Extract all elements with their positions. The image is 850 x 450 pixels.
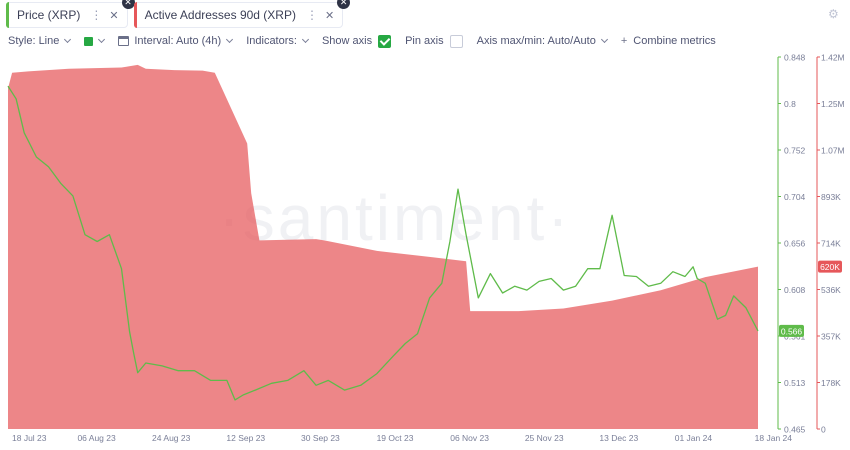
price-layer bbox=[7, 85, 759, 401]
axes-layer: 0.8480.80.7520.7040.6560.6080.5610.5130.… bbox=[12, 53, 845, 444]
plus-icon: + bbox=[620, 35, 628, 47]
x-tick-label: 01 Jan 24 bbox=[675, 433, 713, 443]
combine-metrics-label: Combine metrics bbox=[633, 35, 716, 47]
checkbox-unchecked-icon[interactable] bbox=[449, 34, 463, 48]
remove-metric-icon[interactable]: ✕ bbox=[121, 0, 135, 9]
price-tick-label: 0.465 bbox=[784, 425, 806, 435]
price-current-value: 0.566 bbox=[781, 326, 803, 336]
addresses-tick-label: 178K bbox=[821, 378, 841, 388]
addresses-tick-label: 357K bbox=[821, 332, 841, 342]
pin-axis-label: Pin axis bbox=[405, 35, 444, 47]
more-options-icon[interactable]: ⋮ bbox=[305, 8, 318, 22]
price-line bbox=[7, 85, 759, 401]
settings-icon[interactable]: ⚙ bbox=[828, 7, 839, 21]
chart-toolbar: Style: Line Interval: Auto (4h) Indicato… bbox=[8, 33, 730, 49]
remove-metric-icon[interactable]: ✕ bbox=[337, 0, 351, 9]
calendar-icon bbox=[118, 36, 130, 46]
x-tick-label: 06 Nov 23 bbox=[450, 433, 489, 443]
metric-tab-label: Active Addresses 90d (XRP) bbox=[144, 8, 296, 22]
x-tick-label: 18 Jul 23 bbox=[12, 433, 47, 443]
x-tick-label: 18 Jan 24 bbox=[755, 433, 793, 443]
x-tick-label: 19 Oct 23 bbox=[377, 433, 414, 443]
active-addresses-area bbox=[8, 64, 758, 430]
metric-tab-price[interactable]: Price (XRP) ⋮ ✕ ✕ bbox=[6, 0, 135, 28]
addresses-tick-label: 714K bbox=[821, 239, 841, 249]
interval-dropdown[interactable]: Interval: Auto (4h) bbox=[118, 35, 234, 47]
x-tick-label: 06 Aug 23 bbox=[77, 433, 116, 443]
checkbox-checked-icon[interactable] bbox=[378, 34, 392, 48]
x-tick-label: 24 Aug 23 bbox=[152, 433, 191, 443]
addresses-tick-label: 1.42M bbox=[821, 53, 845, 63]
indicators-label: Indicators: bbox=[246, 35, 297, 47]
price-tick-label: 0.656 bbox=[784, 239, 806, 249]
indicators-dropdown[interactable]: Indicators: bbox=[246, 35, 309, 47]
addresses-current-value: 620K bbox=[820, 262, 840, 272]
addresses-tick-label: 893K bbox=[821, 192, 841, 202]
color-picker[interactable] bbox=[84, 35, 106, 46]
pin-axis-toggle[interactable]: Pin axis bbox=[405, 34, 463, 48]
close-icon[interactable]: ✕ bbox=[109, 9, 119, 22]
addresses-tick-label: 0 bbox=[821, 425, 826, 435]
metric-color-bar bbox=[6, 2, 9, 28]
price-tick-label: 0.704 bbox=[784, 192, 806, 202]
axis-maxmin-dropdown[interactable]: Axis max/min: Auto/Auto bbox=[476, 35, 608, 47]
addresses-tick-label: 1.07M bbox=[821, 146, 845, 156]
x-tick-label: 12 Sep 23 bbox=[226, 433, 265, 443]
price-tick-label: 0.513 bbox=[784, 378, 806, 388]
x-tick-label: 30 Sep 23 bbox=[301, 433, 340, 443]
close-icon[interactable]: ✕ bbox=[324, 9, 335, 22]
price-current-badge bbox=[779, 324, 804, 337]
interval-label: Interval: Auto (4h) bbox=[134, 35, 222, 47]
active-addresses-layer bbox=[8, 64, 758, 430]
metric-tabs: Price (XRP) ⋮ ✕ ✕ Active Addresses 90d (… bbox=[6, 0, 351, 28]
show-axis-label: Show axis bbox=[321, 35, 373, 47]
axis-maxmin-label: Axis max/min: Auto/Auto bbox=[476, 35, 596, 47]
style-dropdown[interactable]: Style: Line bbox=[8, 35, 72, 47]
show-axis-toggle[interactable]: Show axis bbox=[321, 34, 392, 48]
price-tick-label: 0.848 bbox=[784, 53, 806, 63]
addresses-tick-label: 1.25M bbox=[821, 99, 845, 109]
x-tick-label: 13 Dec 23 bbox=[599, 433, 638, 443]
metric-color-bar bbox=[133, 2, 137, 28]
price-tick-label: 0.608 bbox=[784, 285, 806, 295]
metric-tab-active-addresses[interactable]: Active Addresses 90d (XRP) ⋮ ✕ ✕ bbox=[133, 0, 351, 28]
more-options-icon[interactable]: ⋮ bbox=[90, 8, 102, 22]
metric-tab-label: Price (XRP) bbox=[17, 8, 81, 22]
x-tick-label: 25 Nov 23 bbox=[525, 433, 564, 443]
price-tick-label: 0.8 bbox=[784, 99, 796, 109]
color-swatch-icon bbox=[84, 36, 94, 46]
style-label: Style: Line bbox=[8, 35, 60, 47]
combine-metrics-button[interactable]: + Combine metrics bbox=[621, 35, 716, 47]
addresses-tick-label: 536K bbox=[821, 285, 841, 295]
addresses-current-badge bbox=[818, 260, 842, 273]
price-tick-label: 0.752 bbox=[784, 146, 806, 156]
